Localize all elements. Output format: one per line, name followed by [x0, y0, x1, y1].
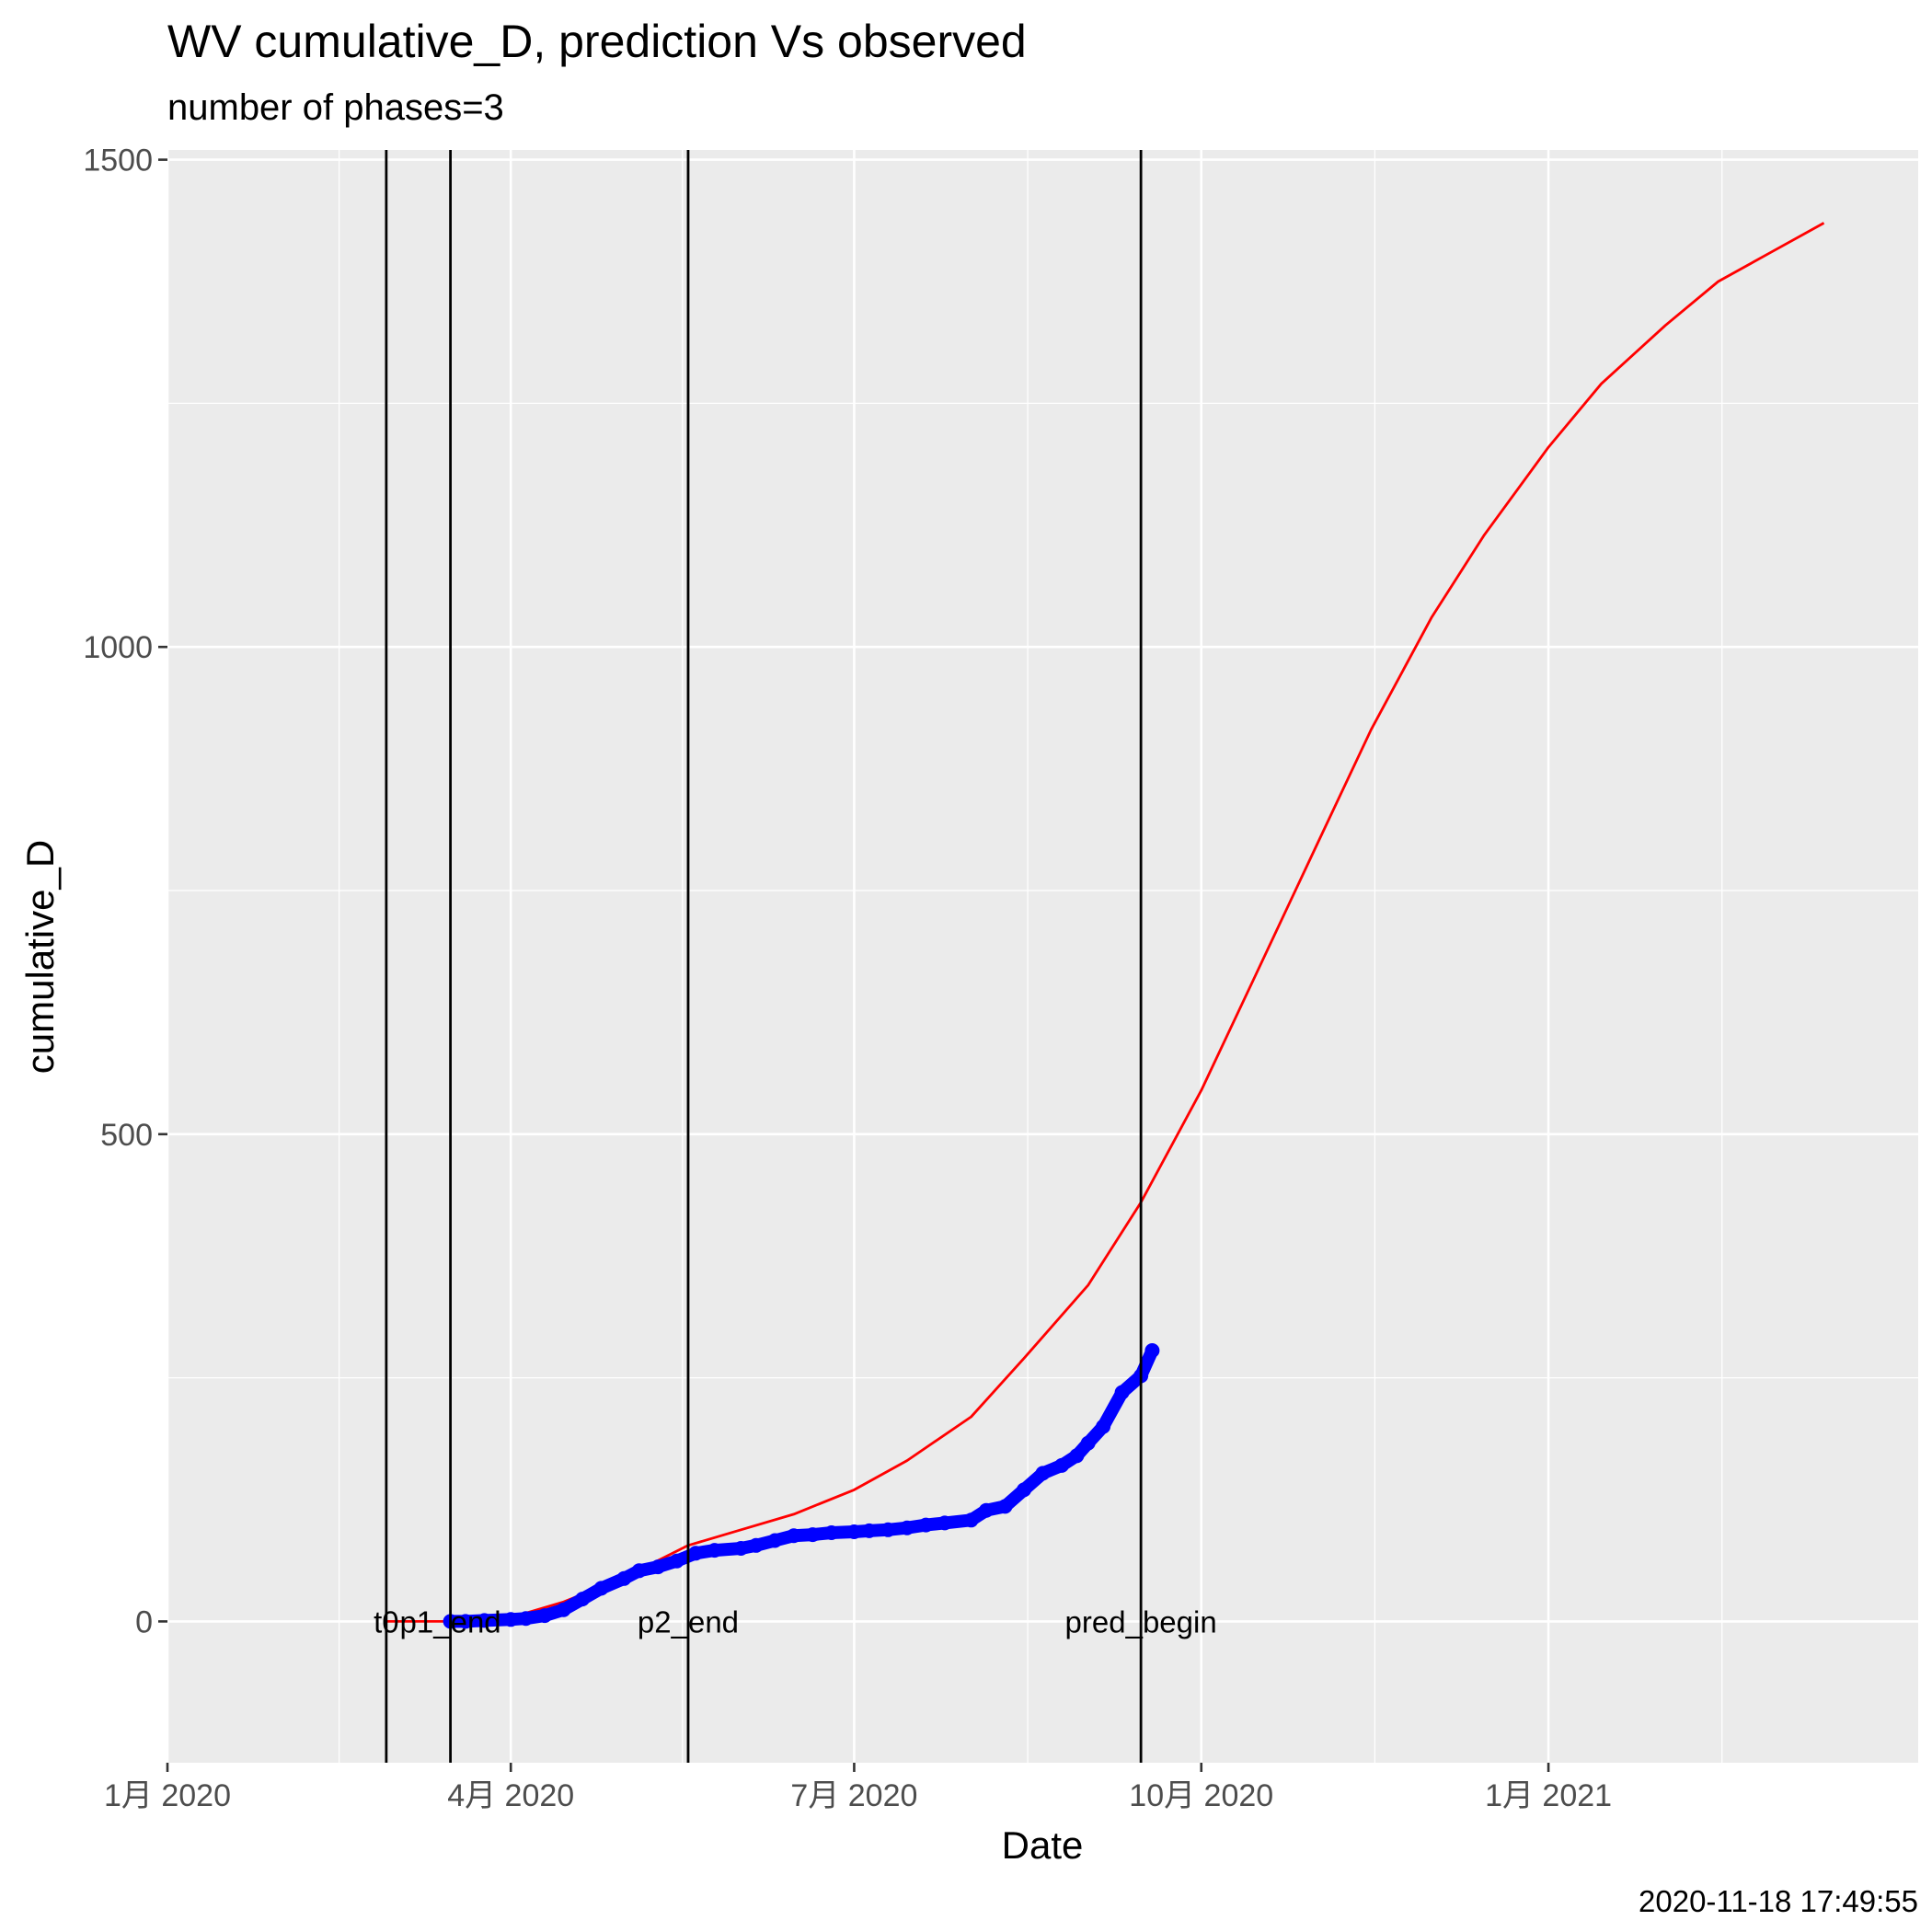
observed-point — [688, 1546, 704, 1561]
observed-point — [899, 1520, 914, 1535]
observed-point — [1144, 1343, 1160, 1358]
timestamp-caption: 2020-11-18 17:49:55 — [1639, 1884, 1918, 1918]
observed-point — [979, 1502, 994, 1518]
vertical-markers: t0 p1_end p2_end pred_begin — [374, 150, 1217, 1763]
observed-point — [823, 1525, 839, 1540]
phase-label-pred-begin: pred_begin — [1065, 1604, 1217, 1639]
phase-label-p2-end: p2_end — [638, 1604, 739, 1639]
observed-point — [1069, 1448, 1085, 1464]
y-tick-label: 1000 — [83, 630, 153, 665]
x-tick-label: 1月 2021 — [1485, 1778, 1612, 1813]
observed-point — [616, 1570, 632, 1586]
phase-label-p1-end: p1_end — [400, 1604, 501, 1639]
observed-point — [997, 1499, 1013, 1514]
y-axis: 0 500 1000 1500 — [83, 144, 167, 1639]
observed-point — [880, 1522, 896, 1537]
observed-point — [503, 1612, 519, 1627]
observed-point — [650, 1559, 666, 1575]
observed-point — [575, 1592, 591, 1607]
grid-major — [166, 150, 1918, 1763]
observed-point — [1080, 1435, 1096, 1451]
observed-point — [556, 1602, 571, 1617]
x-axis-title: Date — [1002, 1823, 1084, 1867]
plot-panel — [167, 150, 1918, 1763]
x-tick-label: 1月 2020 — [104, 1778, 231, 1813]
observed-point — [537, 1608, 553, 1624]
observed-point — [1017, 1482, 1031, 1498]
y-axis-title: cumulative_D — [18, 840, 62, 1074]
x-tick-label: 4月 2020 — [447, 1778, 574, 1813]
observed-point — [786, 1528, 801, 1544]
observed-point — [1035, 1466, 1051, 1481]
series-layer — [385, 222, 1825, 1629]
observed-point — [1096, 1419, 1111, 1434]
observed-point — [631, 1563, 647, 1579]
observed-point — [707, 1543, 722, 1558]
observed-point — [767, 1533, 783, 1548]
grid-minor — [167, 150, 1918, 1763]
observed-point — [733, 1541, 749, 1556]
x-tick-label: 10月 2020 — [1129, 1778, 1273, 1813]
observed-point — [918, 1517, 934, 1533]
y-tick-label: 1500 — [83, 144, 153, 178]
observed-point — [937, 1515, 952, 1531]
observed-point — [1114, 1385, 1130, 1400]
observed-point — [805, 1527, 821, 1543]
observed-point — [846, 1524, 862, 1539]
observed-point — [963, 1512, 979, 1528]
x-tick-label: 7月 2020 — [790, 1778, 917, 1813]
observed-point — [861, 1523, 877, 1538]
y-tick-label: 0 — [135, 1604, 153, 1639]
y-tick-label: 500 — [100, 1118, 153, 1153]
observed-point — [669, 1553, 684, 1569]
observed-point — [518, 1611, 534, 1627]
observed-point — [477, 1613, 492, 1628]
chart-title: WV cumulative_D, prediction Vs observed — [167, 16, 1027, 67]
observed-point — [593, 1581, 609, 1596]
phase-label-t0: t0 — [374, 1604, 399, 1639]
observed-point — [1054, 1457, 1069, 1473]
chart-subtitle: number of phases=3 — [167, 87, 504, 128]
observed-point — [748, 1537, 764, 1553]
x-axis: 1月 2020 4月 2020 7月 2020 10月 2020 1月 2021 — [104, 1763, 1612, 1813]
observed-point — [458, 1614, 473, 1629]
